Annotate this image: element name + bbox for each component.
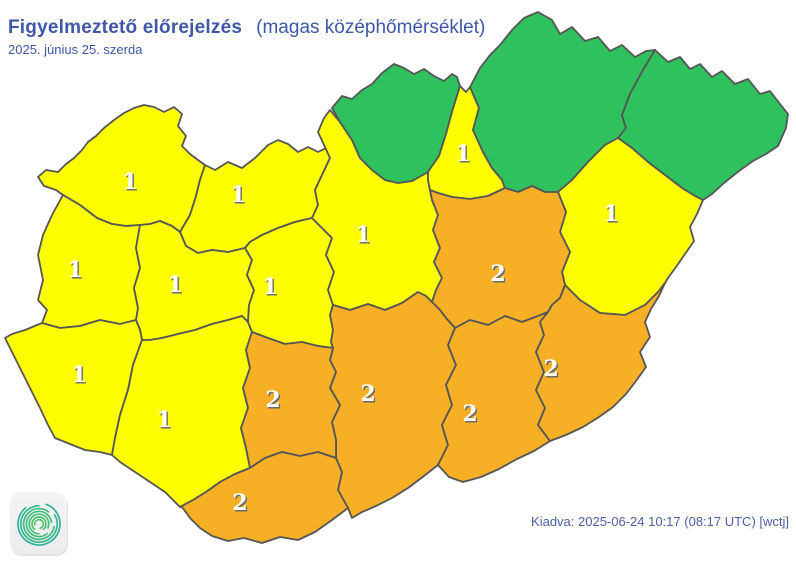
county-warning-level: 1 <box>230 182 245 208</box>
county-warning-level: 1 <box>455 141 470 167</box>
spiral-icon <box>17 502 61 546</box>
title-text: Figyelmeztető előrejelzés <box>8 17 243 38</box>
county-warning-level: 1 <box>122 169 137 195</box>
county-warning-level: 1 <box>67 257 82 283</box>
county-warning-level: 2 <box>265 387 280 413</box>
county-zala <box>4 319 143 456</box>
county-warning-level: 1 <box>262 274 277 300</box>
county-warning-level: 2 <box>362 382 377 408</box>
county-warning-level: 2 <box>492 262 507 288</box>
county-warning-level: 1 <box>69 258 84 284</box>
page-title: Figyelmeztető előrejelzés (magas középhőm… <box>8 17 485 39</box>
county-fejer <box>244 217 335 349</box>
county-warning-level: 1 <box>355 222 370 248</box>
county-warning-level: 2 <box>267 388 282 414</box>
county-warning-level: 1 <box>603 201 618 227</box>
county-warning-level: 1 <box>124 170 139 196</box>
county-warning-level: 1 <box>232 183 247 209</box>
county-warning-level: 1 <box>167 272 182 298</box>
county-csongrad-csanad <box>437 311 551 483</box>
issued-timestamp: Kiadva: 2025-06-24 10:17 (08:17 UTC) [wc… <box>531 514 789 529</box>
county-warning-level: 2 <box>543 356 558 382</box>
county-warning-level: 2 <box>360 381 375 407</box>
county-warning-level: 1 <box>357 223 372 249</box>
county-warning-level: 1 <box>264 275 279 301</box>
county-warning-level: 1 <box>156 407 171 433</box>
county-warning-level: 2 <box>490 261 505 287</box>
county-warning-level: 2 <box>232 490 247 516</box>
county-warning-level: 1 <box>457 142 472 168</box>
forecast-date: 2025. június 25. szerda <box>8 42 143 57</box>
county-tolna <box>240 331 341 469</box>
hungaromet-logo <box>10 492 67 554</box>
county-warning-level: 1 <box>73 363 88 389</box>
county-nograd <box>331 63 461 184</box>
county-baranya <box>179 451 349 544</box>
county-warning-level: 2 <box>464 402 479 428</box>
county-warning-level: 1 <box>605 202 620 228</box>
county-warning-level: 2 <box>545 357 560 383</box>
county-bekes <box>535 282 666 442</box>
county-warning-level: 1 <box>71 362 86 388</box>
county-warning-level: 1 <box>169 273 184 299</box>
county-warning-level: 1 <box>158 408 173 434</box>
county-jasz-nagykun-szolnok <box>429 185 571 329</box>
county-warning-level: 2 <box>234 491 249 517</box>
county-warning-level: 2 <box>462 401 477 427</box>
county-shapes <box>4 11 789 544</box>
title-suffix-text: (magas középhőmérséklet) <box>256 17 486 38</box>
county-bacs-kiskun <box>329 291 457 519</box>
